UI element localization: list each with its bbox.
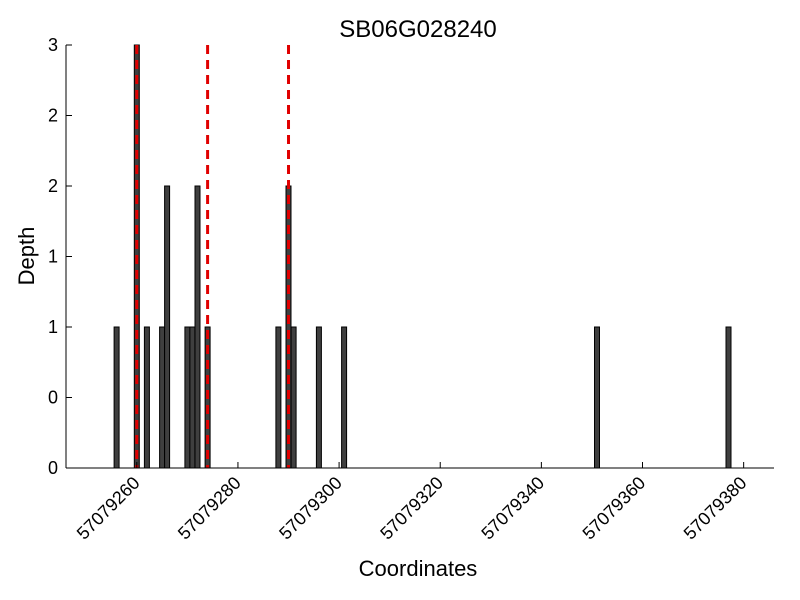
x-tick-label: 57079340 <box>477 473 548 544</box>
depth-bar <box>189 326 196 469</box>
x-tick-labels: 57079260 57079280 57079300 57079320 57079340… <box>73 473 751 544</box>
x-tick-label: 57079360 <box>579 473 650 544</box>
depth-bar <box>725 326 732 469</box>
y-tick-labels: 0 0 1 1 2 2 3 <box>48 35 58 478</box>
marker-lines-layer <box>135 45 291 468</box>
axes-layer <box>65 44 774 469</box>
depth-bar <box>164 185 171 469</box>
depth-bar <box>194 185 201 469</box>
x-tick-label: 57079300 <box>275 473 346 544</box>
depth-bar <box>143 326 150 469</box>
x-tick-label: 57079260 <box>73 473 144 544</box>
depth-bar <box>113 326 120 469</box>
depth-bar <box>594 326 600 469</box>
chart-title: SB06G028240 <box>339 16 496 43</box>
depth-bar <box>290 326 297 469</box>
y-tick-label: 3 <box>48 35 58 55</box>
depth-bar <box>315 326 322 469</box>
depth-bar <box>184 326 191 469</box>
y-axis-label: Depth <box>14 227 39 286</box>
y-tick-label: 2 <box>48 106 58 126</box>
x-tick-label: 57079280 <box>174 473 245 544</box>
depth-bar <box>341 326 348 469</box>
y-tick-label: 1 <box>48 317 58 337</box>
depth-bar <box>275 326 282 469</box>
y-tick-label: 1 <box>48 247 58 267</box>
x-tick-label: 57079320 <box>376 473 447 544</box>
y-tick-label: 2 <box>48 176 58 196</box>
y-tick-label: 0 <box>48 388 58 408</box>
x-axis-label: Coordinates <box>359 556 478 581</box>
depth-bar <box>159 326 166 469</box>
x-tick-label: 57079380 <box>680 473 751 544</box>
y-tick-label: 0 <box>48 458 58 478</box>
